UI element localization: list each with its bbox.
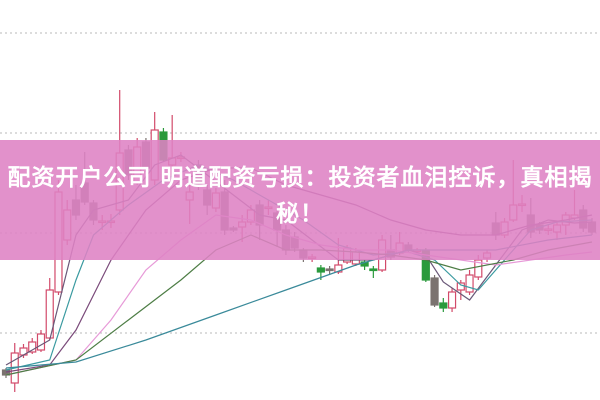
candle-body — [369, 268, 378, 272]
candle-body — [325, 268, 334, 272]
candle-body — [474, 259, 483, 278]
headline-banner — [0, 140, 600, 260]
candle-body — [334, 264, 343, 273]
candle-body — [316, 267, 325, 273]
candle-body — [447, 291, 457, 309]
candle-body — [439, 302, 448, 309]
candle-body — [456, 282, 465, 291]
candle-body — [28, 341, 37, 353]
candle-body — [430, 277, 439, 306]
headline-text: 配资开户公司 明道配资亏损：投资者血泪控诉，真相揭秘！ — [7, 165, 593, 227]
candle-body — [465, 274, 474, 293]
candle-body — [36, 333, 46, 351]
